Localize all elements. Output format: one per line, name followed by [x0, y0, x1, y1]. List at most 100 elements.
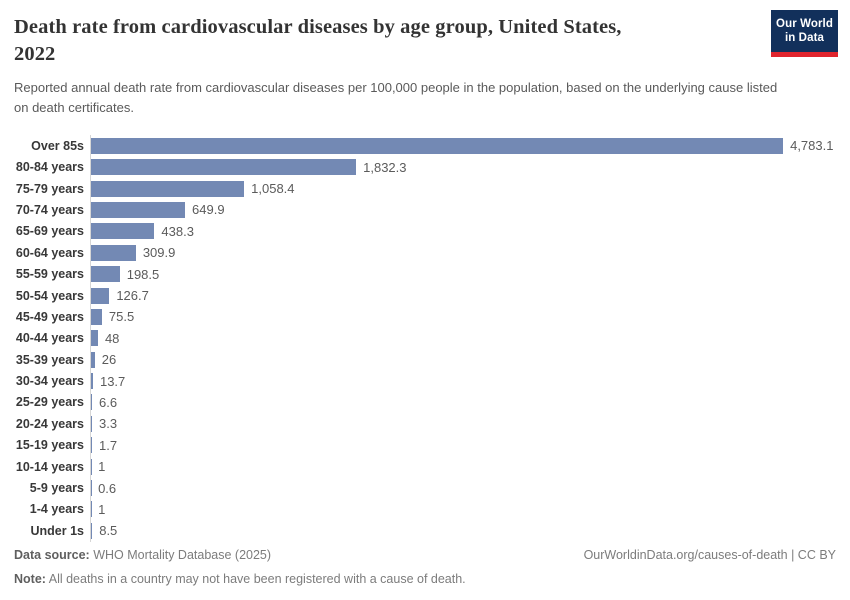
bar-track: 1 [90, 455, 836, 478]
value-label: 1 [98, 501, 106, 517]
value-label: 126.7 [116, 288, 149, 304]
bar-track: 1 [90, 498, 836, 521]
bar[interactable] [91, 137, 784, 154]
data-source: Data source: WHO Mortality Database (202… [14, 547, 271, 565]
bar-row[interactable]: Over 85s 4,783.1 [14, 135, 836, 157]
category-label: Under 1s [30, 523, 85, 538]
bar-row[interactable]: Under 1s 8.5 [14, 520, 836, 542]
bar-row[interactable]: 75-79 years 1,058.4 [14, 177, 836, 200]
category-label: 25-29 years [15, 395, 84, 410]
bar-row[interactable]: 70-74 years 649.9 [14, 199, 836, 221]
bar-track: 1,832.3 [90, 156, 836, 178]
bar-track: 3.3 [90, 413, 836, 435]
bar-row[interactable]: 80-84 years 1,832.3 [14, 156, 836, 178]
value-label: 48 [104, 330, 120, 346]
bar-row[interactable]: 10-14 years 1 [14, 455, 836, 478]
bar-track: 198.5 [90, 263, 836, 285]
bar-track: 48 [90, 327, 836, 349]
bar-track: 13.7 [90, 370, 836, 392]
bar-rows: Over 85s 4,783.1 80-84 years 1,832.3 75-… [14, 135, 836, 542]
value-label: 1,832.3 [363, 159, 407, 175]
bar[interactable] [91, 373, 93, 390]
bar-track: 8.5 [90, 520, 836, 542]
bar-row[interactable]: 35-39 years 26 [14, 349, 836, 371]
footer-note-text: All deaths in a country may not have bee… [45, 571, 466, 586]
bar[interactable] [91, 394, 92, 411]
value-label: 6.6 [99, 394, 118, 410]
bar-track: 0.6 [90, 477, 836, 499]
bar-track: 126.7 [90, 284, 836, 307]
value-label: 1,058.4 [251, 181, 295, 197]
bar[interactable] [91, 244, 136, 261]
bar-row[interactable]: 50-54 years 126.7 [14, 284, 836, 307]
category-label: 20-24 years [15, 416, 84, 431]
category-label: 75-79 years [15, 181, 84, 196]
value-label: 649.9 [192, 202, 225, 218]
data-source-text: WHO Mortality Database (2025) [89, 548, 272, 562]
bar[interactable] [91, 351, 95, 368]
footer-note: Note: All deaths in a country may not ha… [14, 571, 836, 589]
chart-title-line2: 2022 [14, 43, 56, 66]
data-source-label: Data source: [14, 548, 90, 562]
category-label: 45-49 years [15, 309, 84, 324]
bar-row[interactable]: 30-34 years 13.7 [14, 370, 836, 392]
value-label: 1 [98, 459, 106, 475]
category-label: 55-59 years [15, 267, 84, 282]
bar[interactable] [91, 266, 120, 283]
value-label: 75.5 [108, 309, 135, 325]
value-label: 1.7 [99, 437, 118, 453]
bar-row[interactable]: 25-29 years 6.6 [14, 391, 836, 414]
bar-track: 4,783.1 [90, 135, 836, 157]
bar[interactable] [91, 437, 92, 454]
bar[interactable] [91, 522, 93, 539]
bar-row[interactable]: 60-64 years 309.9 [14, 242, 836, 264]
value-label: 438.3 [161, 223, 194, 239]
category-label: 65-69 years [15, 224, 84, 239]
owid-logo[interactable]: Our World in Data [771, 10, 838, 57]
value-label: 8.5 [99, 523, 118, 539]
bar-row[interactable]: 45-49 years 75.5 [14, 306, 836, 328]
owid-logo-line1: Our World [776, 18, 833, 30]
bar[interactable] [91, 180, 245, 197]
bar-row[interactable]: 55-59 years 198.5 [14, 263, 836, 285]
bar-track: 75.5 [90, 306, 836, 328]
category-label: 30-34 years [15, 374, 84, 389]
bar[interactable] [91, 159, 357, 176]
value-label: 309.9 [142, 245, 176, 261]
value-label: 0.6 [98, 480, 117, 496]
bar-row[interactable]: 40-44 years 48 [14, 327, 836, 349]
bar-track: 309.9 [90, 242, 836, 264]
value-label: 3.3 [99, 416, 118, 432]
chart-title-line1: Death rate from cardiovascular diseases … [14, 16, 622, 38]
category-label: 35-39 years [15, 352, 84, 367]
bar-row[interactable]: 1-4 years 1 [14, 498, 836, 521]
bar-track: 438.3 [90, 220, 836, 243]
bar[interactable] [91, 330, 98, 347]
value-label: 13.7 [99, 373, 126, 389]
bar[interactable] [91, 223, 155, 240]
value-label: 26 [101, 352, 117, 368]
owid-logo-line2: in Data [784, 32, 825, 45]
footer-note-label: Note: [14, 571, 46, 586]
bar-row[interactable]: 20-24 years 3.3 [14, 413, 836, 435]
bar-track: 1,058.4 [90, 177, 836, 200]
bar-row[interactable]: 65-69 years 438.3 [14, 220, 836, 243]
bar[interactable] [91, 308, 102, 325]
attribution-link[interactable]: OurWorldinData.org/causes-of-death | CC … [583, 548, 836, 562]
category-label: 15-19 years [15, 438, 84, 453]
bar-track: 26 [90, 349, 836, 371]
bar-row[interactable]: 15-19 years 1.7 [14, 434, 836, 456]
bar-row[interactable]: 5-9 years 0.6 [14, 477, 836, 499]
bar[interactable] [91, 287, 110, 304]
bar-track: 1.7 [90, 434, 836, 456]
chart-subtitle: Reported annual death rate from cardiova… [14, 80, 778, 115]
bar-track: 6.6 [90, 391, 836, 414]
category-label: 60-64 years [15, 245, 84, 260]
category-label: 70-74 years [15, 202, 84, 217]
value-label: 4,783.1 [790, 138, 834, 154]
bar[interactable] [91, 201, 186, 218]
bar[interactable] [91, 415, 92, 432]
chart-header: Death rate from cardiovascular diseases … [14, 14, 836, 117]
chart-title: Death rate from cardiovascular diseases … [14, 14, 754, 68]
